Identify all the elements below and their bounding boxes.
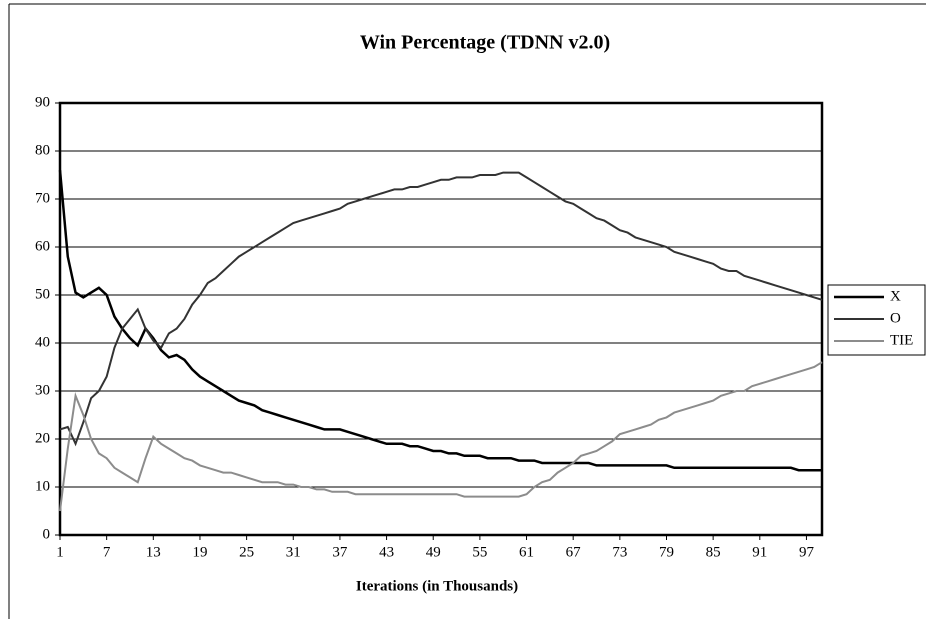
legend-label: TIE <box>890 332 913 348</box>
x-tick-label: 1 <box>56 544 64 560</box>
x-tick-label: 85 <box>706 544 721 560</box>
y-tick-label: 30 <box>35 382 50 398</box>
x-tick-label: 49 <box>426 544 441 560</box>
series-line <box>59 171 823 447</box>
x-tick-label: 97 <box>799 544 815 560</box>
chart-title: Win Percentage (TDNN v2.0) <box>360 32 610 54</box>
x-tick-label: 91 <box>752 544 767 560</box>
y-tick-label: 50 <box>35 286 50 302</box>
series-line <box>58 170 822 472</box>
x-tick-label: 73 <box>612 544 627 560</box>
x-tick-label: 61 <box>519 544 534 560</box>
x-tick-label: 67 <box>566 544 582 560</box>
x-tick-label: 55 <box>472 544 487 560</box>
x-tick-label: 37 <box>332 544 348 560</box>
y-tick-label: 80 <box>35 142 50 158</box>
x-axis-title: Iterations (in Thousands) <box>356 578 518 594</box>
y-tick-label: 60 <box>35 238 50 254</box>
plot-border <box>58 101 824 537</box>
y-tick-label: 10 <box>35 478 50 494</box>
y-tick-label: 70 <box>35 190 50 206</box>
x-tick-label: 25 <box>239 544 254 560</box>
legend-label: O <box>890 310 901 326</box>
x-tick-label: 19 <box>192 544 207 560</box>
y-tick-label: 20 <box>35 430 50 446</box>
x-tick-label: 43 <box>379 544 394 560</box>
x-tick-label: 7 <box>103 544 111 560</box>
legend-label: X <box>890 288 901 304</box>
y-tick-label: 90 <box>35 94 50 110</box>
series-line <box>59 361 823 512</box>
x-tick-label: 31 <box>286 544 301 560</box>
x-tick-label: 79 <box>659 544 674 560</box>
y-tick-label: 40 <box>35 334 50 350</box>
x-tick-label: 13 <box>146 544 161 560</box>
y-tick-label: 0 <box>43 526 51 542</box>
